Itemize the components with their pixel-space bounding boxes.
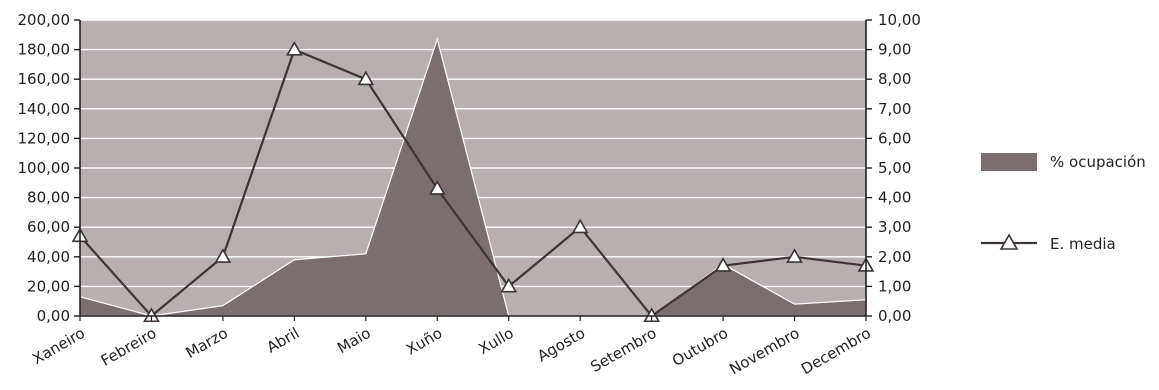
y-right-tick-label: 1,00 bbox=[878, 277, 911, 295]
y-left-tick-label: 200,00 bbox=[18, 11, 71, 29]
point-marker-xullo bbox=[500, 277, 518, 293]
point-marker-setembro bbox=[643, 307, 661, 323]
x-tick-label: Marzo bbox=[183, 324, 231, 362]
y-right-tick-label: 10,00 bbox=[878, 11, 921, 29]
y-right-tick-label: 7,00 bbox=[878, 100, 911, 118]
y-left-tick-label: 80,00 bbox=[27, 189, 70, 207]
point-marker-marzo bbox=[214, 248, 232, 263]
y-right-tick-label: 8,00 bbox=[878, 70, 911, 88]
x-tick-label: Agosto bbox=[534, 324, 588, 366]
y-right-tick-label: 3,00 bbox=[878, 218, 911, 236]
legend-marker-media bbox=[999, 233, 1019, 250]
point-marker-abril bbox=[285, 40, 303, 56]
y-left-tick-label: 160,00 bbox=[18, 70, 71, 88]
line-media bbox=[79, 48, 867, 318]
y-left-tick-label: 180,00 bbox=[18, 41, 71, 59]
point-marker-maio bbox=[357, 70, 375, 86]
legend: % ocupación E. media bbox=[981, 153, 1146, 253]
y-left-tick-label: 120,00 bbox=[18, 129, 71, 147]
point-marker-outubro bbox=[714, 257, 732, 272]
y-left-tick-label: 40,00 bbox=[27, 248, 70, 266]
x-tick-label: Maio bbox=[334, 324, 374, 357]
x-tick-label: Xullo bbox=[475, 324, 516, 358]
y-left-tick-label: 20,00 bbox=[27, 277, 70, 295]
y-right-tick-label: 9,00 bbox=[878, 41, 911, 59]
legend-swatch-ocupacion bbox=[981, 153, 1037, 171]
point-marker-novembro bbox=[786, 248, 803, 263]
y-right-tick-label: 6,00 bbox=[878, 129, 911, 147]
x-tick-label: Decembro bbox=[798, 324, 874, 378]
x-tick-label: Setembro bbox=[587, 324, 659, 376]
y-left-tick-label: 0,00 bbox=[37, 307, 70, 325]
x-tick-label: Abril bbox=[264, 324, 303, 357]
x-tick-label: Outubro bbox=[669, 324, 731, 370]
point-marker-agosto bbox=[571, 218, 589, 234]
y-left-tick-label: 100,00 bbox=[18, 159, 71, 177]
x-tick-label: Febreiro bbox=[98, 324, 160, 370]
y-right-tick-label: 2,00 bbox=[878, 248, 911, 266]
point-marker-xuño bbox=[428, 180, 446, 195]
y-left-tick-label: 60,00 bbox=[27, 218, 70, 236]
x-tick-label: Novembro bbox=[726, 324, 802, 378]
y-right-tick-label: 4,00 bbox=[878, 189, 911, 207]
y-right-tick-label: 0,00 bbox=[878, 307, 911, 325]
x-tick-label: Xaneiro bbox=[29, 324, 88, 368]
x-tick-label: Xuño bbox=[403, 324, 445, 359]
point-marker-febreiro bbox=[143, 307, 160, 323]
y-right-tick-label: 5,00 bbox=[878, 159, 911, 177]
y-left-tick-label: 140,00 bbox=[18, 100, 71, 118]
legend-label-ocupacion: % ocupación bbox=[1050, 153, 1146, 171]
legend-label-media: E. media bbox=[1050, 235, 1116, 253]
